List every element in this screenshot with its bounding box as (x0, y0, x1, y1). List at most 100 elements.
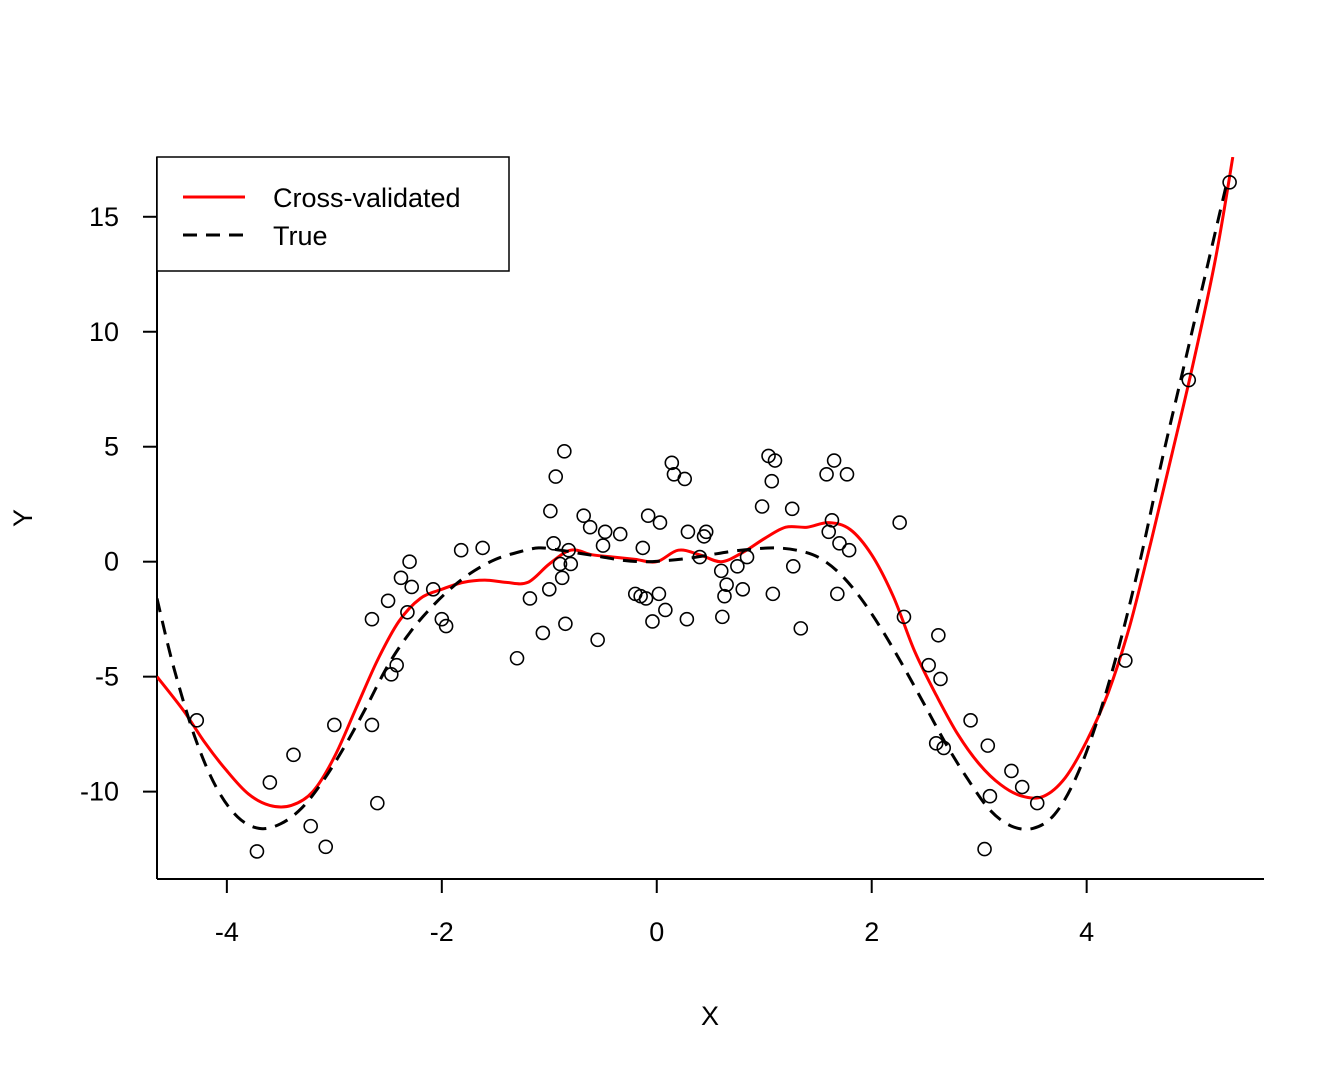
data-point (1029, 795, 1045, 811)
data-point (402, 554, 417, 569)
data-point (651, 586, 667, 602)
data-point (554, 570, 570, 586)
data-point (590, 632, 605, 648)
y-axis-ticks: -10 -5 0 5 10 15 (80, 202, 157, 807)
legend: Cross-validated True (156, 156, 510, 272)
data-point (980, 738, 996, 753)
data-point (582, 519, 598, 535)
data-point (425, 581, 441, 597)
data-point (548, 469, 564, 484)
data-point (189, 713, 205, 728)
y-tick-label: 10 (89, 317, 119, 347)
data-point (824, 512, 840, 528)
data-point (921, 657, 936, 673)
data-point (658, 602, 673, 618)
y-tick-label: 15 (89, 202, 119, 232)
x-tick-label: 2 (864, 917, 879, 947)
data-point (249, 844, 265, 859)
data-point (664, 455, 680, 471)
data-point (364, 611, 380, 627)
data-point (543, 503, 558, 519)
data-point (713, 563, 729, 579)
data-point (597, 524, 613, 540)
x-tick-label: 4 (1079, 917, 1094, 947)
data-point (370, 795, 385, 811)
data-point (475, 540, 490, 556)
data-point (793, 621, 809, 636)
data-point (767, 453, 783, 468)
data-point (552, 556, 568, 572)
series-layer (157, 157, 1235, 831)
data-point (1014, 779, 1030, 795)
x-tick-label: 0 (649, 917, 664, 947)
data-point (364, 717, 380, 733)
points-layer (189, 174, 1237, 859)
data-point (380, 593, 396, 609)
data-point (652, 515, 668, 530)
data-point (389, 657, 404, 673)
data-point (557, 444, 572, 459)
data-point (558, 616, 573, 632)
data-point (784, 501, 800, 517)
y-tick-label: -5 (95, 662, 119, 692)
data-point (1181, 372, 1197, 388)
series-line-cross-validated (157, 157, 1235, 809)
data-point (640, 508, 656, 524)
data-point (438, 618, 454, 634)
data-point (286, 747, 301, 763)
data-point (735, 581, 751, 597)
data-point (754, 499, 770, 514)
legend-label-cross-validated: Cross-validated (273, 183, 461, 213)
y-tick-label: 0 (104, 547, 119, 577)
data-point (522, 591, 538, 606)
data-point (698, 524, 714, 540)
data-point (680, 524, 696, 540)
data-point (1118, 653, 1133, 668)
data-point (679, 611, 695, 627)
x-tick-label: -4 (215, 917, 239, 947)
data-point (327, 717, 342, 733)
data-point (393, 570, 409, 586)
data-point (764, 473, 780, 489)
data-point (977, 841, 992, 857)
data-point (404, 579, 420, 595)
data-point (931, 627, 946, 643)
data-point (576, 508, 591, 524)
data-point (563, 556, 579, 572)
data-point (841, 542, 857, 558)
data-point (612, 526, 628, 542)
y-tick-label: 5 (104, 432, 119, 462)
x-axis-ticks: -4 -2 0 2 4 (215, 879, 1094, 947)
data-point (928, 736, 944, 751)
data-point (819, 467, 834, 482)
data-point (933, 671, 948, 687)
data-point (595, 538, 611, 553)
data-point (765, 586, 781, 602)
data-point (318, 839, 334, 855)
data-point (892, 515, 907, 530)
series-line-true (157, 184, 1228, 831)
data-point (832, 535, 847, 551)
data-point (677, 471, 693, 487)
data-point (546, 535, 561, 551)
legend-box (156, 156, 510, 272)
data-point (561, 542, 576, 558)
x-axis-title: X (701, 1001, 719, 1031)
data-point (645, 614, 660, 629)
legend-label-true: True (273, 221, 328, 251)
data-point (963, 713, 978, 728)
data-point (839, 467, 855, 482)
data-point (635, 540, 651, 556)
data-point (830, 586, 845, 602)
data-point (692, 549, 708, 565)
data-point (400, 604, 415, 620)
data-point (453, 542, 469, 558)
data-point (739, 549, 755, 565)
y-axis-title: Y (8, 509, 38, 527)
data-point (719, 577, 734, 592)
data-point (509, 650, 525, 666)
x-tick-label: -2 (430, 917, 454, 947)
data-point (785, 558, 801, 574)
data-point (982, 788, 998, 804)
